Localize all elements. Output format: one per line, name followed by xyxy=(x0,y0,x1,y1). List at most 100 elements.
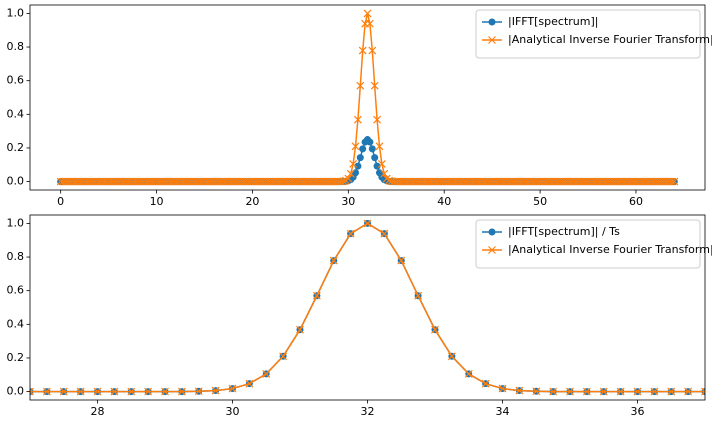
data-point xyxy=(599,387,608,396)
legend-label: |Analytical Inverse Fourier Transform| xyxy=(508,33,712,46)
data-point xyxy=(312,291,321,300)
data-point xyxy=(684,387,693,396)
data-point xyxy=(667,387,676,396)
x-tick-label: 28 xyxy=(91,405,105,418)
x-tick-label: 30 xyxy=(341,195,355,208)
data-point xyxy=(515,386,524,395)
data-point xyxy=(279,352,288,361)
x-tick-label: 0 xyxy=(57,195,64,208)
y-tick-label: 0.8 xyxy=(7,40,25,53)
y-tick-label: 0.0 xyxy=(7,385,25,398)
data-point xyxy=(380,229,389,238)
data-point xyxy=(368,46,377,55)
legend-label: |IFFT[spectrum]| xyxy=(508,15,598,28)
legend-label: |IFFT[spectrum]| / Ts xyxy=(508,225,620,238)
data-point xyxy=(245,379,254,388)
data-point xyxy=(363,219,372,228)
x-tick-label: 40 xyxy=(437,195,451,208)
data-point xyxy=(110,387,119,396)
data-point xyxy=(59,387,68,396)
legend-frame xyxy=(475,219,701,269)
plot-layer xyxy=(56,9,679,186)
data-point xyxy=(397,256,406,265)
data-point xyxy=(30,387,34,396)
x-tick-label: 60 xyxy=(629,195,643,208)
legend-frame xyxy=(475,9,701,59)
data-point xyxy=(370,81,379,90)
x-tick-label: 10 xyxy=(150,195,164,208)
data-point xyxy=(344,174,353,183)
legend-marker xyxy=(488,228,496,236)
data-point xyxy=(616,387,625,396)
data-point xyxy=(373,115,382,124)
legend: |IFFT[spectrum]| |Analytical Inverse Four… xyxy=(475,9,712,59)
data-point xyxy=(481,379,490,388)
data-point xyxy=(356,154,364,162)
y-tick-label: 0.0 xyxy=(7,175,25,188)
data-point xyxy=(667,177,676,186)
data-point xyxy=(359,145,367,153)
data-point xyxy=(356,81,365,90)
x-tick-label: 36 xyxy=(631,405,645,418)
data-point xyxy=(346,169,355,178)
data-point xyxy=(363,9,372,18)
data-point xyxy=(549,387,558,396)
legend-label: |Analytical Inverse Fourier Transform| xyxy=(508,243,712,256)
data-point xyxy=(194,387,203,396)
y-tick-label: 0.6 xyxy=(7,284,25,297)
legend-marker xyxy=(488,36,496,44)
data-point xyxy=(346,229,355,238)
x-tick-label: 50 xyxy=(533,195,547,208)
data-point xyxy=(127,387,136,396)
x-tick-label: 20 xyxy=(245,195,259,208)
y-tick-label: 0.4 xyxy=(7,107,25,120)
data-point xyxy=(354,162,362,170)
data-point xyxy=(211,386,220,395)
data-point xyxy=(349,160,358,168)
legend-marker xyxy=(488,246,496,254)
data-point xyxy=(380,169,389,178)
axes-frame xyxy=(29,214,706,401)
data-point xyxy=(228,384,237,393)
axes-frame xyxy=(29,4,706,191)
data-point xyxy=(532,387,541,396)
data-point xyxy=(42,387,51,396)
data-point xyxy=(329,256,338,265)
y-tick-label: 1.0 xyxy=(7,216,25,229)
data-point xyxy=(385,176,393,185)
data-point xyxy=(375,142,384,151)
data-point xyxy=(498,384,507,393)
y-tick-label: 0.8 xyxy=(7,250,25,263)
data-point xyxy=(368,145,376,153)
data-point xyxy=(371,154,379,162)
y-tick-label: 0.2 xyxy=(7,141,25,154)
y-tick-label: 1.0 xyxy=(7,6,25,19)
y-tick-label: 0.2 xyxy=(7,351,25,364)
data-point xyxy=(177,387,186,396)
data-point xyxy=(144,387,153,396)
data-point xyxy=(377,160,386,168)
data-point xyxy=(414,291,423,300)
legend-marker xyxy=(488,18,496,26)
data-point xyxy=(373,162,381,170)
data-point xyxy=(337,177,346,186)
data-point xyxy=(93,387,102,396)
data-point xyxy=(464,370,473,378)
data-point xyxy=(365,19,374,28)
data-point xyxy=(633,387,642,396)
data-point xyxy=(447,352,456,361)
data-point xyxy=(366,138,374,146)
data-point xyxy=(670,177,679,186)
data-point xyxy=(353,115,362,124)
data-point xyxy=(582,387,591,396)
x-tick-label: 34 xyxy=(496,405,510,418)
data-point xyxy=(76,387,85,396)
data-point xyxy=(650,387,659,396)
y-tick-label: 0.4 xyxy=(7,317,25,330)
legend: |IFFT[spectrum]| / Ts |Analytical Inverse… xyxy=(475,219,712,269)
data-point xyxy=(701,387,705,396)
data-point xyxy=(351,142,360,151)
x-tick-label: 32 xyxy=(361,405,375,418)
data-point xyxy=(339,177,348,186)
